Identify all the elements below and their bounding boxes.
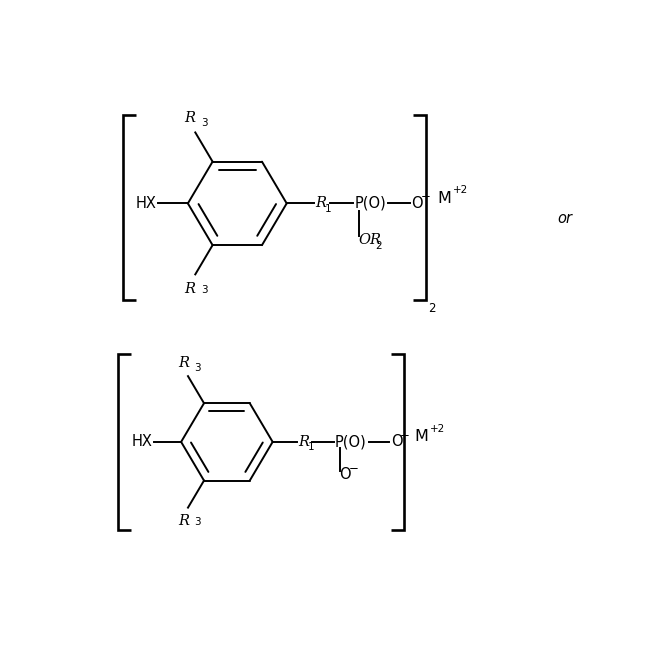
Text: R: R — [185, 111, 195, 125]
Text: M: M — [437, 191, 452, 206]
Text: O: O — [340, 467, 351, 482]
Text: or: or — [557, 211, 572, 226]
Text: −: − — [399, 429, 409, 442]
Text: O: O — [391, 434, 403, 449]
Text: R: R — [299, 435, 309, 449]
Text: O: O — [411, 196, 423, 211]
Text: M: M — [415, 429, 429, 444]
Text: 3: 3 — [201, 119, 208, 129]
Text: P(O): P(O) — [335, 434, 367, 449]
Text: OR: OR — [358, 233, 381, 247]
Text: R: R — [178, 356, 189, 370]
Text: −: − — [348, 462, 358, 475]
Text: HX: HX — [132, 434, 152, 449]
Text: R: R — [315, 196, 326, 210]
Text: R: R — [185, 282, 195, 296]
Text: 2: 2 — [375, 241, 382, 251]
Text: 1: 1 — [307, 442, 314, 453]
Text: +2: +2 — [430, 424, 446, 434]
Text: −: − — [421, 190, 431, 203]
Text: +2: +2 — [453, 185, 468, 195]
Text: 2: 2 — [428, 302, 435, 316]
Text: HX: HX — [136, 196, 156, 211]
Text: P(O): P(O) — [354, 196, 386, 211]
Text: 3: 3 — [194, 363, 201, 373]
Text: 3: 3 — [194, 517, 201, 527]
Text: 3: 3 — [201, 285, 208, 295]
Text: 1: 1 — [325, 204, 331, 214]
Text: R: R — [178, 514, 189, 529]
